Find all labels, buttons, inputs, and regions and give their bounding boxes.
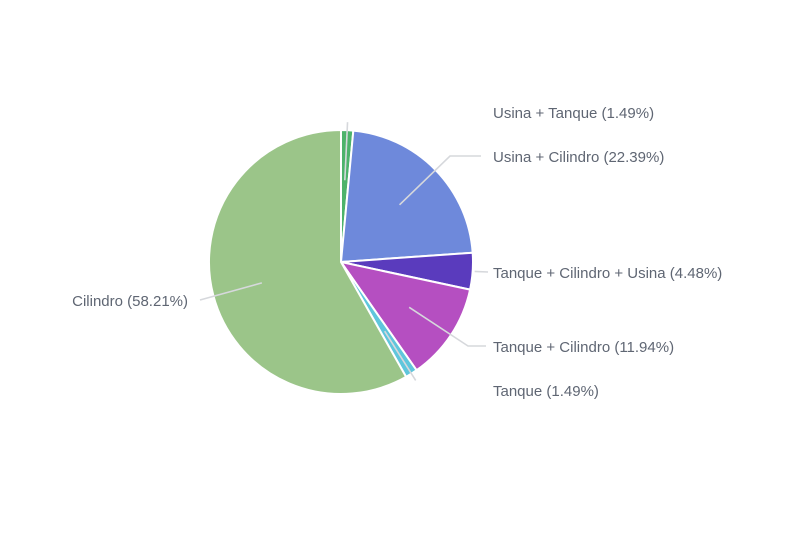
leader-lines-layer <box>199 122 489 381</box>
leader-line <box>344 122 349 181</box>
slice-label: Tanque + Cilindro (11.94%) <box>493 339 674 356</box>
pie-slice-usina-cilindro[interactable] <box>340 129 474 263</box>
slice-label: Cilindro (58.21%) <box>72 293 188 310</box>
slices-layer <box>208 129 474 395</box>
slice-label: Usina + Cilindro (22.39%) <box>493 149 664 166</box>
leader-line <box>199 282 263 301</box>
labels-layer: Usina + Tanque (1.49%) Usina + Cilindro (… <box>72 105 722 400</box>
leader-line <box>398 155 481 206</box>
slice-label: Tanque + Cilindro + Usina (4.48%) <box>493 265 722 282</box>
slice-label: Tanque (1.49%) <box>493 383 599 400</box>
leader-line <box>408 306 486 347</box>
slice-label: Usina + Tanque (1.49%) <box>493 105 654 122</box>
leader-line <box>474 270 489 273</box>
leader-line <box>383 330 417 381</box>
